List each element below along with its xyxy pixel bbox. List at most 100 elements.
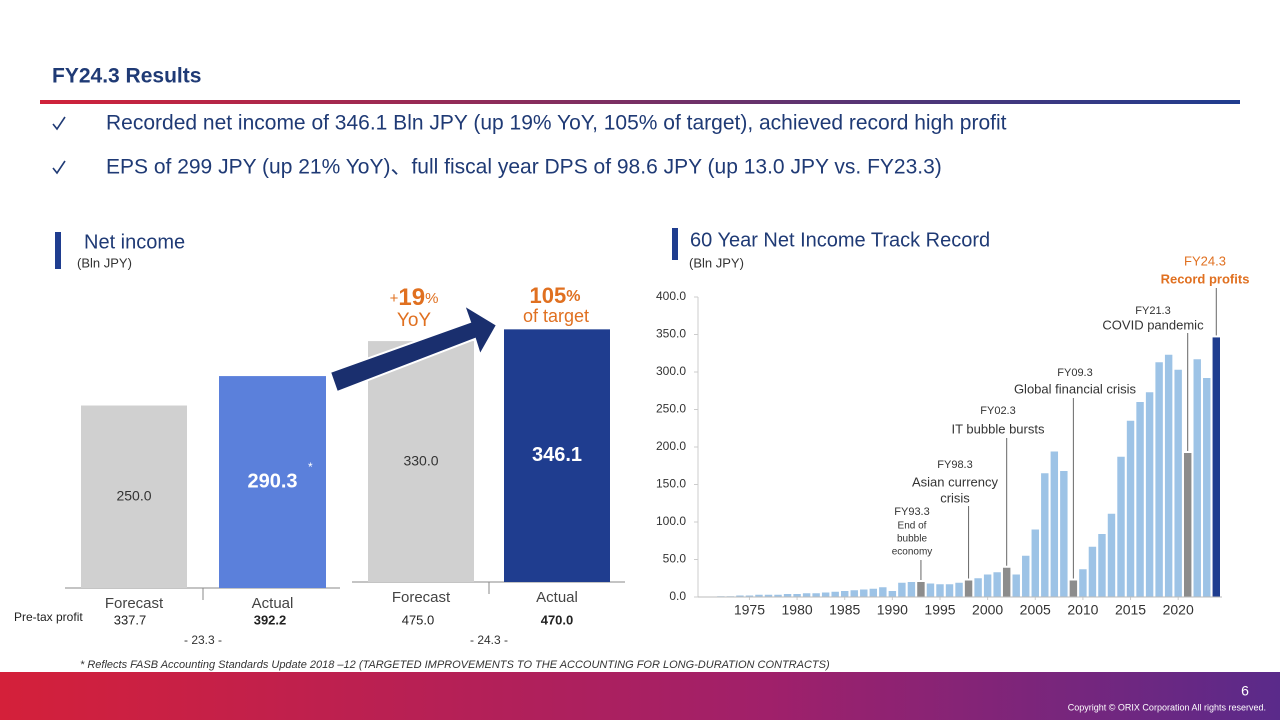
bar [736,595,744,597]
chart-title: Net income [84,231,185,253]
section-marker [55,232,61,269]
bar [783,594,792,597]
annotation-label: FY21.3 [1135,305,1170,317]
annotation-text: COVID pandemic [1102,317,1204,332]
note-marker: * [308,460,313,474]
arrow [328,302,499,394]
x-tick-label: 2020 [1163,602,1194,618]
value-label: 346.1 [532,444,582,466]
bar [955,582,963,597]
pretax-value: 392.2 [254,612,287,627]
y-tick-label: 400.0 [656,289,686,303]
x-tick-label: 2005 [1020,602,1051,618]
check-icon [52,160,66,175]
y-tick-label: 100.0 [656,514,686,528]
bar [1041,473,1049,597]
pretax-label: Pre-tax profit [14,610,83,624]
bar [1155,362,1163,597]
bar [917,582,925,597]
bar [368,341,474,582]
annotation-text: crisis [940,490,970,505]
bar [755,594,763,597]
bar [850,590,858,597]
annotation-unit: % [566,288,580,305]
net-income-chart: 250.0Forecast337.7290.3Actual392.2330.0F… [14,283,625,647]
bar [993,572,1001,597]
bar [1050,451,1059,597]
category-label: Actual [536,589,578,606]
annotation-number: 19 [398,284,425,311]
bar [1060,471,1068,597]
page-number: 6 [1241,683,1249,699]
bar [879,587,887,597]
y-tick-label: 200.0 [656,439,686,453]
annotation-label: FY24.3 [1184,253,1226,268]
annotation-text: Asian currency [912,474,998,489]
y-tick-label: 0.0 [669,589,686,603]
bar [831,591,839,597]
group-label: - 24.3 - [470,633,508,647]
copyright: Copyright © ORIX Corporation All rights … [1068,702,1266,712]
annotation-text: of target [523,306,589,326]
bar [860,589,868,597]
annotation-number: 105 [530,283,567,308]
x-tick-label: 2000 [972,602,1003,618]
bar [504,329,610,582]
bar [1183,453,1192,597]
annotation-label: FY02.3 [980,405,1015,417]
bar [841,591,849,597]
footnote: * Reflects FASB Accounting Standards Upd… [80,659,830,671]
category-label: Forecast [392,589,451,606]
bar [1117,456,1125,597]
bar [793,594,801,597]
pretax-value: 475.0 [402,612,435,627]
track-record-chart: 0.0 50.0 100.0 150.0 200.0 250.0 300.0 350.0 400… [656,253,1249,617]
bar [983,574,992,597]
pretax-value: 470.0 [541,612,574,627]
bar [1012,574,1020,597]
bar [802,593,811,597]
bar [812,593,820,597]
bar [1088,546,1097,597]
bar [1145,392,1154,597]
y-tick-label: 300.0 [656,364,686,378]
value-label: 290.3 [247,470,297,492]
value-label: 250.0 [116,487,151,503]
bar [1107,513,1116,597]
bar [1126,420,1135,597]
chart-title: 60 Year Net Income Track Record [690,229,990,251]
bar [1212,337,1220,597]
bar [1079,569,1087,597]
x-tick-label: 1980 [782,602,813,618]
bar [936,584,944,597]
y-tick-label: 150.0 [656,477,686,491]
bar [1031,529,1039,597]
bar [745,595,754,597]
annotation-text: End of [898,521,927,532]
bar [907,582,916,597]
x-tick-label: 1990 [877,602,908,618]
y-tick-label: 350.0 [656,327,686,341]
title-rule [40,100,1240,104]
unit-label: (Bln JPY) [689,255,744,270]
x-tick-label: 2015 [1115,602,1146,618]
group-label: - 23.3 - [184,633,222,647]
category-label: Actual [252,595,294,612]
slide-title: FY24.3 Results [52,65,201,88]
x-tick-label: 1995 [924,602,955,618]
annotation-unit: % [425,290,438,307]
bar [1174,369,1182,597]
bar [1193,359,1201,597]
annotation: +19% [390,284,439,311]
annotation: 105% [530,283,581,308]
pretax-value: 337.7 [114,612,147,627]
annotation-text: bubble [897,534,927,545]
bar [1098,534,1106,597]
x-tick-label: 1985 [829,602,860,618]
annotation-text: economy [892,547,933,558]
check-icon [52,116,66,131]
bar [1203,378,1211,597]
bullet: Recorded net income of 346.1 Bln JPY (up… [106,112,1007,135]
category-label: Forecast [105,595,164,612]
